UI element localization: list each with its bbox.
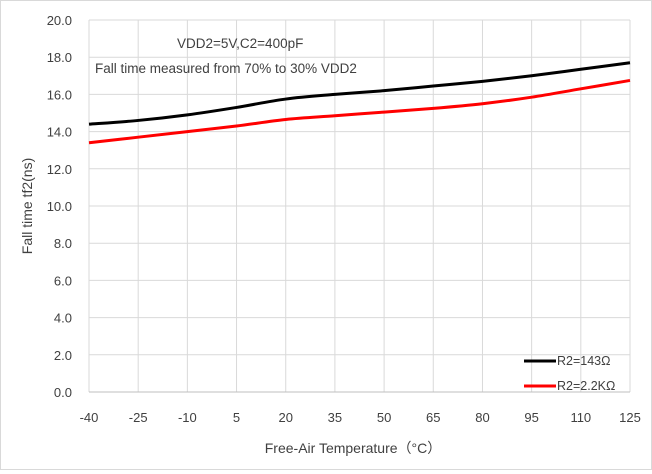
y-tick-label: 10.0 [47,199,72,214]
x-axis-title: Free-Air Temperature（°C） [265,440,442,456]
y-tick-label: 2.0 [54,348,72,363]
legend-item-r2-143: R2=143Ω [524,354,610,368]
series-line-0 [88,61,631,126]
legend: R2=143Ω R2=2.2KΩ [524,354,615,393]
x-tick-label: -10 [178,410,197,425]
y-tick-label: 4.0 [54,311,72,326]
x-tick-label: 20 [278,410,292,425]
x-tick-label: 125 [619,410,641,425]
legend-label-r2-2k2: R2=2.2KΩ [557,379,615,393]
y-axis-title: Fall time tf2(ns) [19,158,35,254]
y-tick-label: 0.0 [54,385,72,400]
x-tick-label: 65 [426,410,440,425]
y-tick-label: 16.0 [47,87,72,102]
x-tick-label: 50 [377,410,391,425]
y-tick-label: 20.0 [47,13,72,28]
y-tick-label: 6.0 [54,273,72,288]
legend-label-r2-143: R2=143Ω [557,354,610,368]
y-tick-label: 18.0 [47,50,72,65]
x-tick-label: 80 [475,410,489,425]
x-tick-labels: -40 -25 -10 5 20 35 50 65 80 95 110 125 [80,410,641,425]
x-tick-label: 110 [570,410,591,425]
annotation-measurement: Fall time measured from 70% to 30% VDD2 [95,61,357,76]
y-tick-label: 14.0 [47,125,72,140]
annotation-conditions: VDD2=5V,C2=400pF [177,36,303,51]
x-tick-label: 95 [524,410,538,425]
y-tick-label: 8.0 [54,236,72,251]
x-tick-label: -25 [129,410,148,425]
x-tick-label: 5 [233,410,240,425]
x-tick-label: -40 [80,410,99,425]
series-lines [88,61,631,145]
x-tick-label: 35 [328,410,342,425]
legend-item-r2-2k2: R2=2.2KΩ [524,379,615,393]
y-tick-label: 12.0 [47,162,72,177]
y-tick-labels: 0.0 2.0 4.0 6.0 8.0 10.0 12.0 14.0 16.0 18.0 20.0 [47,13,72,400]
series-line-1 [88,78,631,145]
